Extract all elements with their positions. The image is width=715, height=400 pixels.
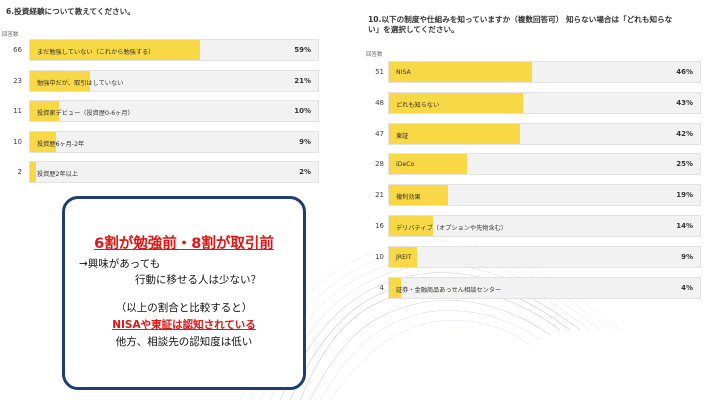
response-count: 28	[375, 160, 384, 169]
category-label: デリバティブ（オプションや先物含む）	[396, 225, 508, 232]
bar-row: 2 投資歴2年以上 2%	[0, 161, 319, 183]
bar-track: 投資歴2年以上 2%	[29, 161, 319, 183]
bar	[389, 277, 402, 298]
percent-label: 19%	[676, 191, 693, 200]
percent-label: 9%	[299, 137, 311, 146]
percent-label: 14%	[676, 222, 693, 230]
callout-line-emphasis: NISAや東証は認知されている	[112, 319, 256, 331]
chart-panel-investment-experience: 6.投資経験について教えてください。 回答数 66 まだ勉強していない（これから勉…	[0, 0, 330, 190]
bar-track: 東証 42%	[388, 122, 701, 145]
bar	[389, 185, 449, 206]
chart-title: 6.投資経験について教えてください。	[6, 7, 135, 16]
category-label: 投資歴6ヶ月-2年	[37, 140, 85, 148]
count-column-header: 回答数	[366, 52, 383, 58]
category-label: まだ勉強していない（これから勉強する）	[37, 49, 155, 56]
bar-row: 66 まだ勉強していない（これから勉強する） 59%	[0, 39, 319, 61]
response-count: 11	[13, 107, 22, 115]
bar	[389, 246, 417, 267]
bar	[389, 62, 533, 82]
bar-track: 複利効果 19%	[388, 184, 701, 207]
bar	[30, 131, 56, 152]
bar-row: 21 複利効果 19%	[330, 184, 701, 207]
response-count: 2	[17, 168, 22, 176]
category-label: JREIT	[396, 253, 412, 261]
bar	[30, 101, 59, 121]
callout-line: →興味があっても	[79, 258, 161, 270]
bar-track: どれも知らない 43%	[388, 91, 701, 114]
response-count: 10	[13, 137, 22, 146]
bar	[389, 154, 467, 175]
category-label: どれも知らない	[396, 101, 440, 109]
bar	[30, 70, 91, 91]
bar	[389, 123, 520, 144]
bar-row: 51 NISA 46%	[330, 61, 701, 83]
chart-panel-known-systems: 10.以下の制度や仕組みを知っていますか（複数回答可） 知らない場合は「どれも知…	[330, 0, 715, 300]
bar-track: iDeCo 25%	[388, 153, 701, 176]
bar-row: 48 どれも知らない 43%	[330, 91, 701, 114]
bar-track: 勉強中だが、取引はしていない 21%	[29, 69, 319, 92]
bar-track: まだ勉強していない（これから勉強する） 59%	[29, 39, 319, 61]
percent-label: 46%	[676, 68, 693, 76]
response-count: 23	[13, 76, 22, 85]
bar-row: 28 iDeCo 25%	[330, 153, 701, 176]
category-label: 東証	[396, 132, 409, 140]
bar	[30, 162, 36, 182]
percent-label: 21%	[294, 76, 311, 85]
callout-line: （以上の割合と比較すると）	[115, 302, 253, 314]
bar-track: NISA 46%	[388, 61, 701, 83]
response-count: 10	[375, 252, 384, 261]
category-label: 投資歴2年以上	[37, 171, 79, 178]
bar-row: 11 投資家デビュー（投資歴0-6ヶ月） 10%	[0, 100, 319, 122]
bar-row: 10 JREIT 9%	[330, 245, 701, 268]
bar-row: 23 勉強中だが、取引はしていない 21%	[0, 69, 319, 92]
callout-headline: 6割が勉強前・8割が取引前	[94, 236, 274, 252]
category-label: iDeCo	[396, 161, 415, 169]
bar-row: 10 投資歴6ヶ月-2年 9%	[0, 130, 319, 153]
bar-track: JREIT 9%	[388, 245, 701, 268]
response-count: 66	[13, 46, 22, 54]
bar	[389, 216, 433, 236]
summary-callout: 6割が勉強前・8割が取引前 →興味があっても 行動に移せる人は少ない？ （以上の…	[62, 196, 306, 390]
percent-label: 25%	[676, 160, 693, 169]
bar	[389, 92, 523, 113]
percent-label: 43%	[676, 98, 693, 107]
category-label: NISA	[396, 69, 411, 76]
bar-track: 証券・金融商品あっせん相談センター 4%	[388, 276, 701, 299]
response-count: 21	[375, 191, 384, 200]
callout-line: 他方、相談先の認知度は低い	[115, 336, 253, 348]
percent-label: 10%	[294, 107, 311, 115]
percent-label: 9%	[681, 252, 693, 261]
bar	[30, 40, 200, 60]
response-count: 4	[379, 283, 384, 292]
response-count: 47	[375, 129, 384, 138]
category-label: 証券・金融商品あっせん相談センター	[396, 286, 502, 294]
bar-row: 4 証券・金融商品あっせん相談センター 4%	[330, 276, 701, 299]
bar-track: デリバティブ（オプションや先物含む） 14%	[388, 215, 701, 237]
percent-label: 4%	[681, 283, 693, 292]
bar-track: 投資家デビュー（投資歴0-6ヶ月） 10%	[29, 100, 319, 122]
category-label: 投資家デビュー（投資歴0-6ヶ月）	[37, 110, 134, 117]
response-count: 16	[375, 222, 384, 230]
callout-line: 行動に移せる人は少ない？	[135, 274, 261, 286]
bar-row: 47 東証 42%	[330, 122, 701, 145]
response-count: 48	[375, 98, 384, 107]
bar-row: 16 デリバティブ（オプションや先物含む） 14%	[330, 215, 701, 237]
percent-label: 2%	[299, 168, 311, 176]
response-count: 51	[375, 68, 384, 76]
percent-label: 59%	[294, 46, 311, 54]
bar-track: 投資歴6ヶ月-2年 9%	[29, 130, 319, 153]
chart-title: 10.以下の制度や仕組みを知っていますか（複数回答可） 知らない場合は「どれも知…	[368, 15, 673, 34]
count-column-header: 回答数	[2, 32, 19, 38]
category-label: 勉強中だが、取引はしていない	[37, 79, 124, 87]
category-label: 複利効果	[396, 194, 421, 202]
percent-label: 42%	[676, 129, 693, 138]
